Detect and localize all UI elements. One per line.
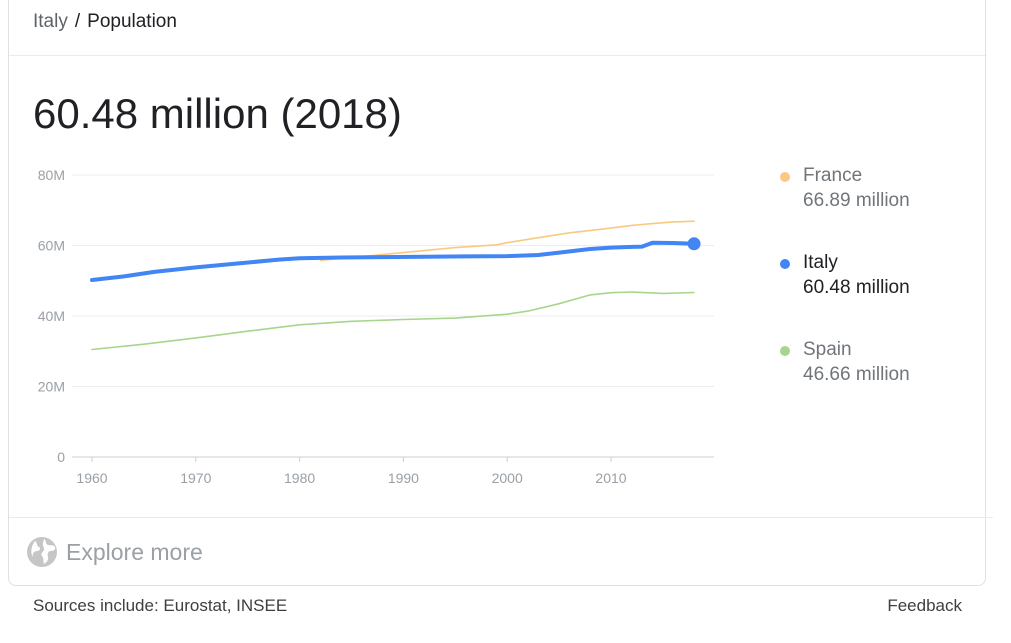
y-tick-label: 0 bbox=[57, 449, 65, 465]
x-tick-label: 1960 bbox=[76, 470, 107, 486]
legend-name: Italy bbox=[803, 252, 838, 273]
legend-name: Spain bbox=[803, 339, 852, 360]
legend-value: 60.48 million bbox=[803, 277, 910, 298]
x-tick-label: 1990 bbox=[388, 470, 419, 486]
explore-more-label: Explore more bbox=[66, 538, 203, 565]
legend-dot-italy bbox=[780, 259, 790, 269]
breadcrumb-separator: / bbox=[74, 11, 81, 32]
population-headline: 60.48 million (2018) bbox=[33, 90, 402, 137]
series-line-spain[interactable] bbox=[91, 291, 695, 351]
y-tick-label: 20M bbox=[38, 379, 65, 395]
highlight-point-italy[interactable] bbox=[687, 237, 701, 251]
legend-value: 46.66 million bbox=[803, 364, 910, 385]
breadcrumb-italy-link[interactable]: Italy bbox=[33, 11, 68, 32]
x-tick-label: 1980 bbox=[284, 470, 315, 486]
globe-icon bbox=[27, 537, 57, 567]
sources-text: Sources include: Eurostat, INSEE bbox=[33, 596, 288, 615]
y-tick-label: 80M bbox=[38, 167, 65, 183]
legend-dot-spain bbox=[780, 346, 790, 356]
x-tick-label: 2010 bbox=[595, 470, 626, 486]
series-line-france[interactable] bbox=[319, 220, 695, 262]
y-tick-label: 60M bbox=[38, 238, 65, 254]
breadcrumb-current: Population bbox=[87, 11, 177, 32]
x-tick-label: 2000 bbox=[492, 470, 523, 486]
y-tick-label: 40M bbox=[38, 308, 65, 324]
breadcrumb: Italy / Population bbox=[33, 10, 177, 34]
series-line-italy[interactable] bbox=[90, 240, 696, 282]
explore-more-button[interactable]: Explore more bbox=[26, 534, 203, 570]
legend-name: France bbox=[803, 165, 863, 186]
legend-value: 66.89 million bbox=[803, 190, 910, 211]
top-divider bbox=[9, 55, 985, 56]
bottom-divider bbox=[9, 517, 993, 518]
x-tick-label: 1970 bbox=[180, 470, 211, 486]
legend-dot-france bbox=[780, 172, 790, 182]
feedback-link[interactable]: Feedback bbox=[887, 596, 962, 615]
knowledge-card bbox=[8, 0, 986, 586]
